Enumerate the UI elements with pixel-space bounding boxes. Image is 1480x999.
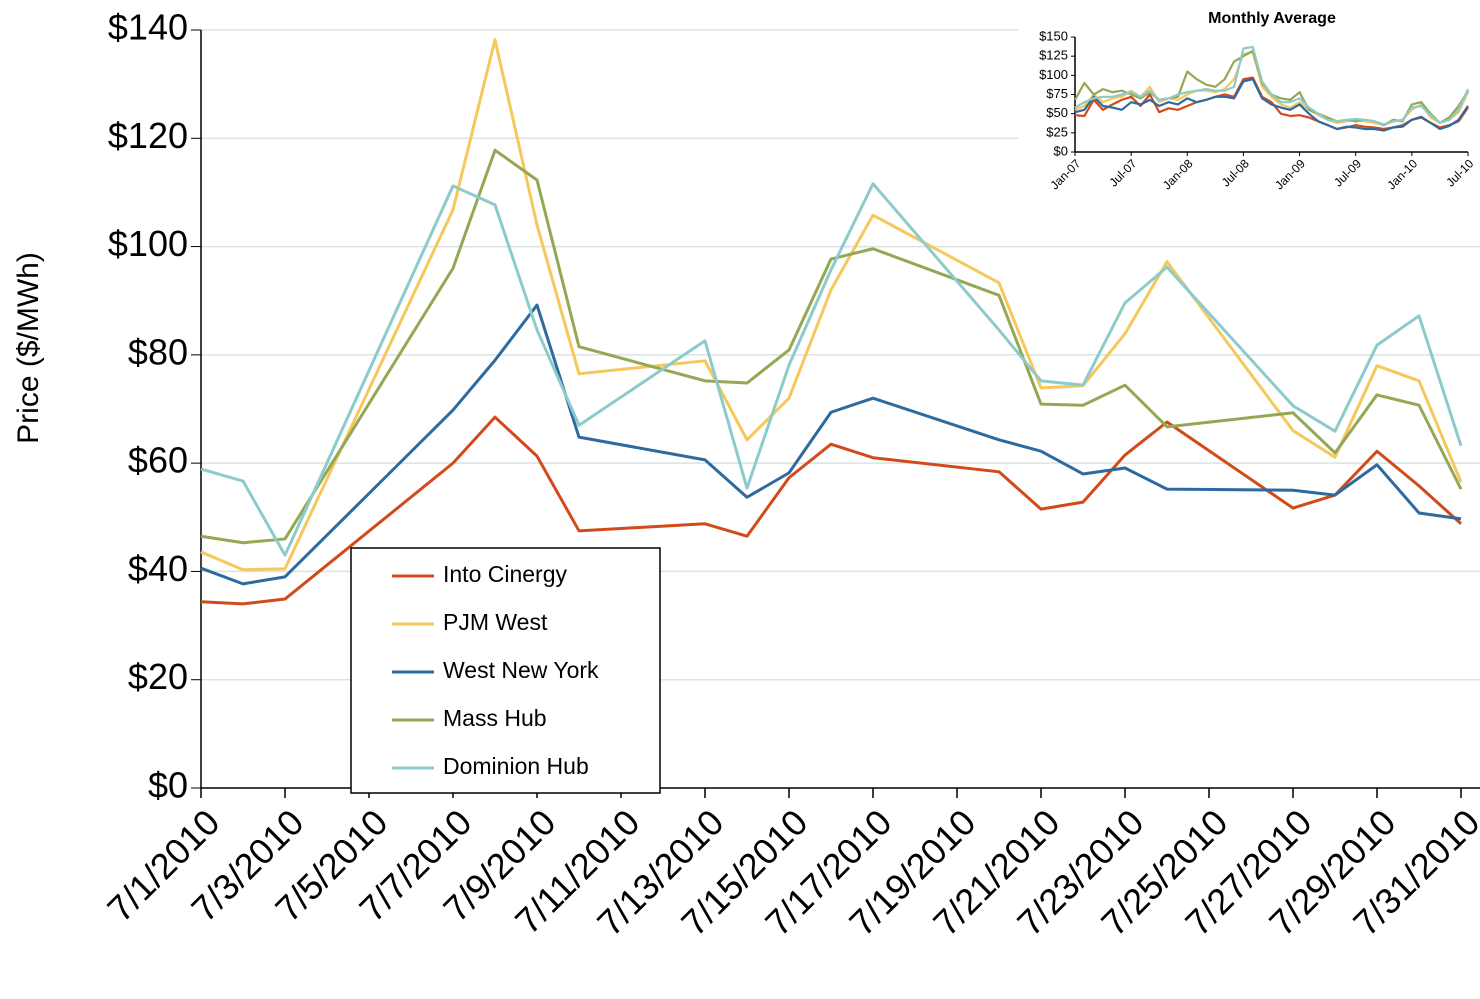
chart-title: Monthly Average	[1208, 10, 1336, 27]
legend-label: PJM West	[443, 609, 548, 635]
y-tick-label: $60	[128, 440, 188, 481]
y-tick-label: $0	[148, 765, 188, 806]
y-tick-label: $150	[1039, 28, 1068, 43]
series-line	[200, 415, 1463, 606]
y-tick-label: $20	[128, 656, 188, 697]
y-tick-label: $100	[1039, 67, 1068, 82]
y-tick-label: $40	[128, 548, 188, 589]
y-tick-label: $140	[108, 7, 188, 48]
series-line	[1074, 76, 1469, 131]
y-tick-label: $75	[1046, 86, 1068, 101]
y-tick-label: $25	[1046, 124, 1068, 139]
series-line	[1074, 45, 1470, 126]
inset-background	[1018, 0, 1480, 215]
series-line	[200, 182, 1463, 557]
legend-label: Into Cinergy	[443, 561, 568, 587]
y-tick-label: $100	[108, 223, 188, 264]
y-tick-label: $80	[128, 331, 188, 372]
y-axis-label: Price ($/MWh)	[12, 252, 45, 444]
series-line	[200, 303, 1462, 586]
series-line	[1074, 78, 1469, 132]
y-tick-label: $125	[1039, 48, 1068, 63]
legend-label: West New York	[443, 657, 599, 683]
series-line	[200, 148, 1463, 545]
y-tick-label: $120	[108, 115, 188, 156]
y-tick-label: $50	[1046, 105, 1068, 120]
legend-label: Dominion Hub	[443, 753, 589, 779]
legend-label: Mass Hub	[443, 705, 547, 731]
y-tick-label: $0	[1054, 143, 1068, 158]
